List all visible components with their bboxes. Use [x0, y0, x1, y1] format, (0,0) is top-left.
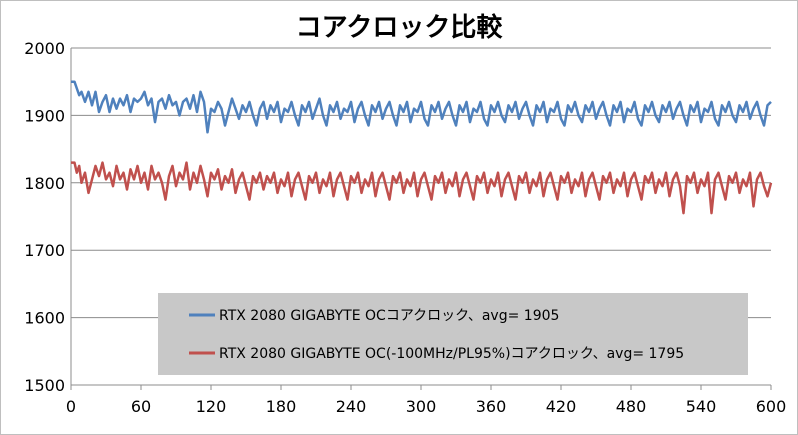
chart-title: コアクロック比較 — [295, 13, 503, 43]
x-tick-label: 540 — [686, 397, 717, 416]
y-tick-label: 1800 — [24, 174, 65, 193]
x-tick-label: 420 — [546, 397, 577, 416]
x-tick-label: 0 — [66, 397, 76, 416]
y-tick-label: 1600 — [24, 309, 65, 328]
y-tick-label: 1700 — [24, 241, 65, 260]
series-line-2 — [71, 161, 773, 215]
x-tick-label: 480 — [616, 397, 647, 416]
x-tick-label: 60 — [131, 397, 151, 416]
x-tick-label: 300 — [406, 397, 437, 416]
x-tick-label: 600 — [756, 397, 787, 416]
x-tick-label: 180 — [266, 397, 297, 416]
y-tick-label: 1500 — [24, 376, 65, 395]
y-tick-label: 2000 — [24, 39, 65, 58]
legend-box — [158, 293, 748, 375]
legend-label-1: RTX 2080 GIGABYTE OCコアクロック、avg= 1905 — [219, 308, 559, 324]
y-tick-label: 1900 — [24, 106, 65, 125]
series-line-1 — [71, 80, 772, 134]
x-tick-label: 360 — [476, 397, 507, 416]
x-tick-label: 120 — [196, 397, 227, 416]
x-tick-label: 240 — [336, 397, 367, 416]
legend-label-2: RTX 2080 GIGABYTE OC(-100MHz/PL95%)コアクロッ… — [219, 346, 684, 362]
